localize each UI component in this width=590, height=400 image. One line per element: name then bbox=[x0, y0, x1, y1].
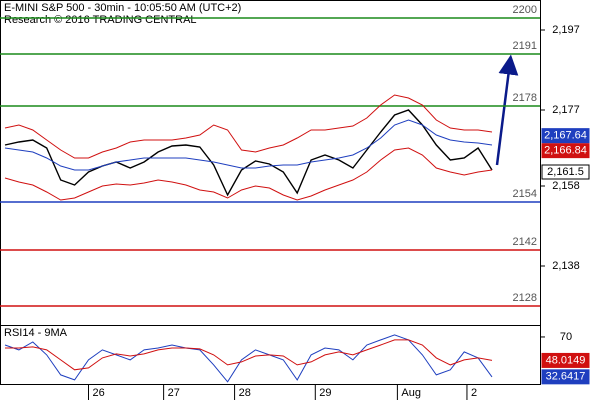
value-box-label: 2,167.64 bbox=[544, 130, 587, 142]
projection-arrow bbox=[495, 54, 519, 166]
value-box-label: 32.6417 bbox=[546, 371, 586, 383]
value-box bbox=[541, 352, 590, 368]
x-tick-label: 26 bbox=[92, 387, 104, 399]
value-box-label: 2,161.5 bbox=[547, 166, 584, 178]
value-box-label: 48.0149 bbox=[546, 354, 586, 366]
x-tick-label: 27 bbox=[168, 387, 180, 399]
series-line bbox=[4, 94, 493, 159]
value-box bbox=[541, 369, 590, 385]
y-tick-label: 2,177 bbox=[552, 104, 580, 116]
series-line bbox=[4, 109, 493, 197]
series-line bbox=[4, 119, 493, 171]
rsi-title: RSI14 - 9MA bbox=[4, 327, 68, 339]
y-tick-label: 2,197 bbox=[552, 24, 580, 36]
series-line bbox=[4, 334, 493, 383]
x-tick-label: 28 bbox=[239, 387, 251, 399]
value-box bbox=[541, 143, 590, 159]
level-label: 2154 bbox=[513, 188, 537, 200]
level-label: 2178 bbox=[513, 92, 537, 104]
level-label: 2142 bbox=[513, 236, 537, 248]
series-line bbox=[4, 147, 493, 201]
level-label: 2200 bbox=[513, 4, 537, 16]
x-tick-label: Aug bbox=[401, 387, 421, 399]
x-tick-label: 2 bbox=[471, 387, 477, 399]
y-tick-label: 2,158 bbox=[552, 180, 580, 192]
x-tick-label: 29 bbox=[319, 387, 331, 399]
plot-frame bbox=[0, 0, 541, 385]
chart-subtitle: Research © 2016 TRADING CENTRAL bbox=[4, 14, 197, 26]
y-tick-label: 2,138 bbox=[552, 260, 580, 272]
y-tick-label: 70 bbox=[560, 331, 572, 343]
level-label: 2191 bbox=[513, 40, 537, 52]
chart-title: E-MINI S&P 500 - 30min - 10:05:50 AM (UT… bbox=[4, 2, 241, 14]
value-box bbox=[541, 128, 590, 144]
value-box bbox=[541, 164, 590, 180]
series-line bbox=[5, 339, 493, 371]
value-box-label: 2,166.84 bbox=[544, 145, 587, 157]
level-label: 2128 bbox=[513, 292, 537, 304]
